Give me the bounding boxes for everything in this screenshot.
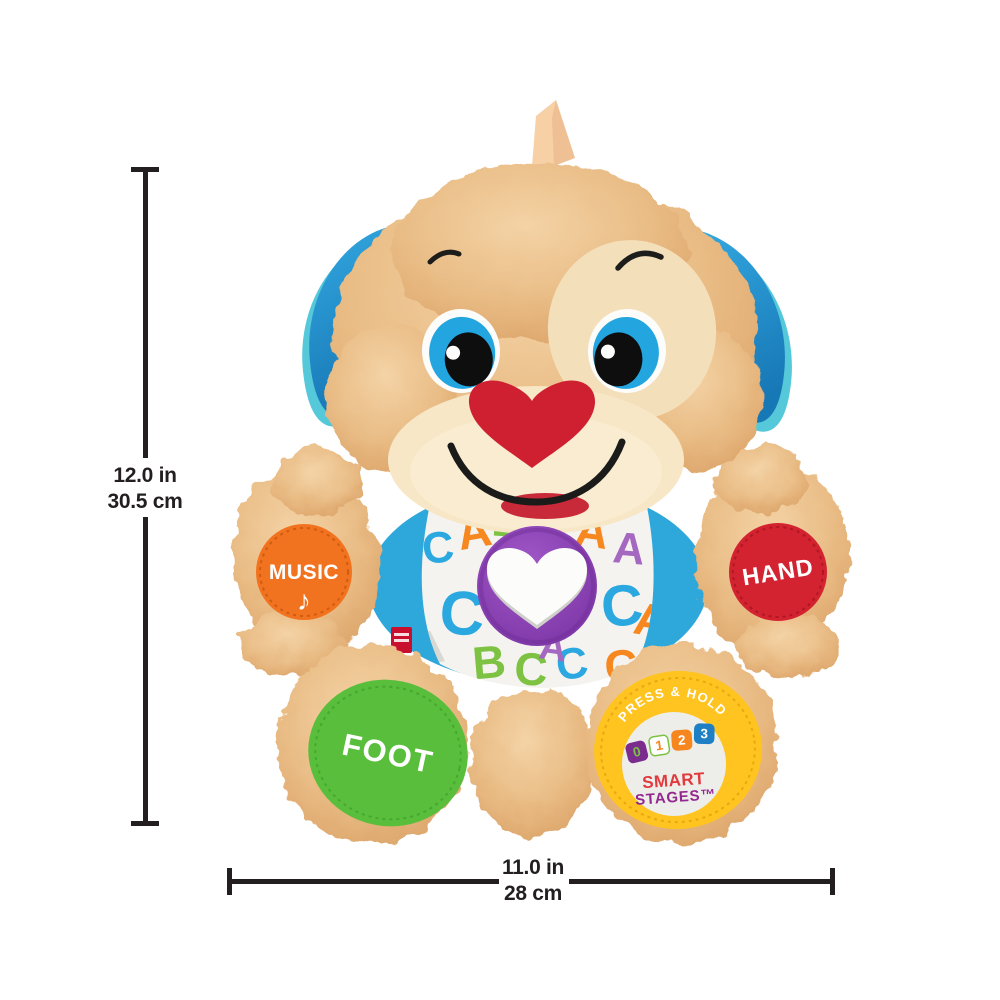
foot-button: FOOT xyxy=(308,679,468,827)
vertical-dimension-label: 12.0 in 30.5 cm xyxy=(80,463,210,515)
vertical-dimension-cap-bottom xyxy=(131,821,159,826)
tummy-letter: C xyxy=(420,522,457,574)
music-note-icon: ♪ xyxy=(297,585,311,616)
number-tile-0: 0 xyxy=(625,740,649,764)
number-tile-3: 3 xyxy=(693,723,715,745)
hand-button: HAND xyxy=(729,523,827,621)
tummy-letter: B xyxy=(470,635,508,690)
number-tile-1: 1 xyxy=(648,734,671,757)
fisher-price-tag xyxy=(391,627,412,653)
muzzle-highlight xyxy=(410,414,662,530)
vertical-dimension-line-lower xyxy=(143,517,148,823)
stitching xyxy=(259,527,349,617)
body-fluff xyxy=(470,687,594,837)
heart-icon xyxy=(487,548,587,625)
stitching xyxy=(732,526,824,618)
vertical-dimension-line-upper xyxy=(143,170,148,458)
pupil xyxy=(444,332,493,387)
horizontal-dimension-line-left xyxy=(229,879,499,884)
vertical-dimension-cap-top xyxy=(131,167,159,172)
svg-text:0: 0 xyxy=(631,744,642,760)
horizontal-dimension-cap-right xyxy=(830,868,835,895)
tummy-letter: A xyxy=(611,523,647,575)
horizontal-dimension-line-right xyxy=(569,879,832,884)
stages-label: STAGES™ xyxy=(635,786,717,809)
right-eye xyxy=(587,309,667,393)
music-button: MUSIC ♪ xyxy=(256,524,352,620)
tummy-letter: C xyxy=(599,572,645,640)
horizontal-dimension-inches: 11.0 in xyxy=(501,856,565,879)
tummy-letter: C xyxy=(513,642,549,696)
stitching xyxy=(314,685,462,821)
svg-text:1: 1 xyxy=(654,737,664,753)
number-tile-2: 2 xyxy=(671,729,693,751)
tummy-letter: C xyxy=(553,638,591,691)
button-rim xyxy=(479,528,595,644)
music-label: MUSIC xyxy=(269,561,339,584)
smart-label: SMART xyxy=(642,769,706,792)
vertical-dimension-inches: 12.0 in xyxy=(113,464,177,487)
fabric-tag xyxy=(532,100,575,166)
left-eye xyxy=(421,309,501,393)
horizontal-dimension-cm: 28 cm xyxy=(503,882,563,905)
stitching xyxy=(600,676,756,824)
eye-highlight xyxy=(600,344,615,359)
horizontal-dimension-label: 11.0 in 28 cm xyxy=(468,855,598,907)
eye-highlight xyxy=(446,345,461,360)
smart-stages-button: PRESS & HOLD 0 1 2 3 SMART STAGES™ xyxy=(594,670,762,830)
vertical-dimension-cm: 30.5 cm xyxy=(107,490,183,513)
nose xyxy=(468,380,596,468)
right-eyebrow xyxy=(615,250,664,271)
number-tiles: 0 1 2 3 xyxy=(625,723,715,764)
svg-text:2: 2 xyxy=(678,732,687,747)
svg-text:3: 3 xyxy=(700,726,708,741)
heart-button xyxy=(477,526,597,646)
mouth xyxy=(447,438,626,506)
left-eyebrow xyxy=(427,249,462,265)
